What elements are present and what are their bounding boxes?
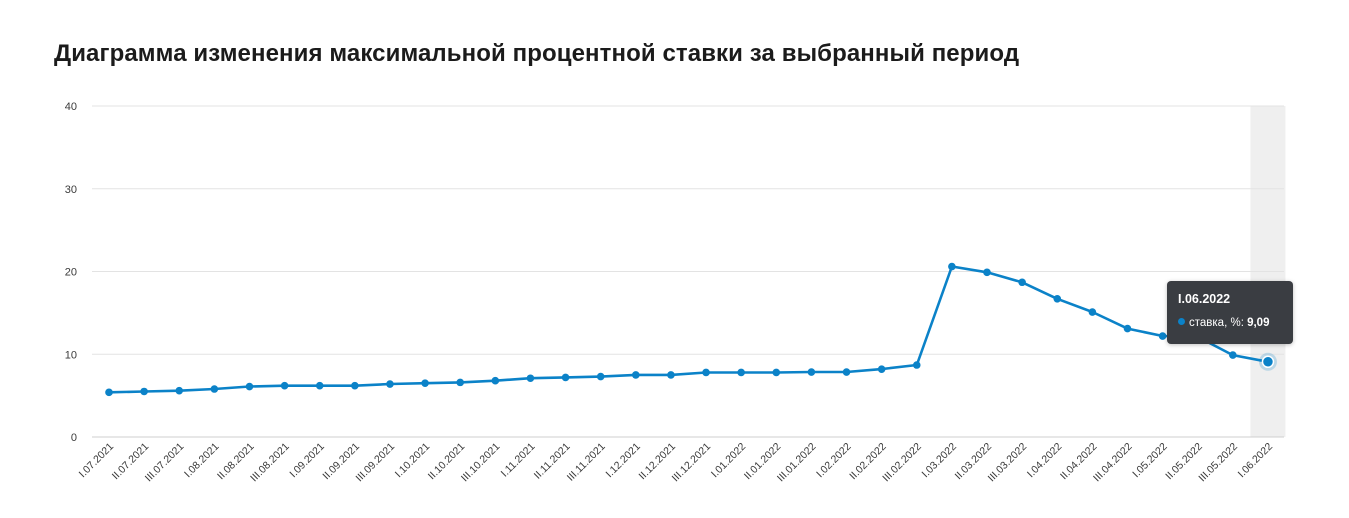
x-tick-label: III.02.2022 <box>880 441 924 485</box>
data-point[interactable] <box>1158 332 1167 340</box>
data-point[interactable] <box>772 368 781 377</box>
data-point[interactable] <box>1123 324 1132 333</box>
tooltip-title: I.06.2022 <box>1178 292 1231 306</box>
tooltip-row: ставка, %: 9,09 <box>1178 317 1269 329</box>
data-point[interactable] <box>1053 295 1062 303</box>
series-color-dot <box>1178 318 1185 325</box>
data-point[interactable] <box>491 376 500 385</box>
data-point[interactable] <box>210 385 219 393</box>
x-tick-label: III.07.2021 <box>143 441 187 485</box>
chart-title: Диаграмма изменения максимальной процент… <box>54 40 1020 67</box>
x-tick-label: III.03.2022 <box>986 441 1030 485</box>
data-point[interactable] <box>1229 351 1237 359</box>
x-tick-label: I.06.2022 <box>1236 441 1276 481</box>
data-point[interactable] <box>912 361 921 369</box>
data-point[interactable] <box>456 378 465 387</box>
y-tick-label: 10 <box>65 349 77 361</box>
data-point[interactable] <box>807 368 816 376</box>
series-line <box>107 265 1270 394</box>
data-point[interactable] <box>351 381 359 390</box>
data-point[interactable] <box>667 371 675 379</box>
series-line-layer <box>107 265 1270 394</box>
x-tick-label: III.10.2021 <box>459 441 503 485</box>
y-axis-ticks: 0 10 20 30 40 <box>65 101 77 444</box>
data-point[interactable] <box>315 381 324 390</box>
x-tick-label: III.11.2021 <box>565 441 608 484</box>
y-tick-label: 40 <box>65 101 77 113</box>
tooltip-series-label: ставка, %: <box>1189 317 1244 329</box>
data-point-active[interactable] <box>1261 355 1275 369</box>
data-point[interactable] <box>175 386 184 395</box>
data-point[interactable] <box>596 372 605 381</box>
x-axis-ticks: I.07.2021II.07.2021III.07.2021I.08.2021I… <box>77 441 1276 485</box>
y-tick-label: 20 <box>65 267 77 279</box>
data-point[interactable] <box>948 262 956 271</box>
data-point[interactable] <box>632 371 640 379</box>
data-point[interactable] <box>983 268 991 277</box>
x-tick-label: III.12.2021 <box>670 441 714 485</box>
data-point[interactable] <box>245 382 254 391</box>
tooltip-value: 9,09 <box>1247 317 1270 329</box>
tooltip: I.06.2022 ставка, %: 9,09 <box>1167 281 1293 344</box>
data-point[interactable] <box>702 368 710 377</box>
y-tick-label: 30 <box>65 184 77 196</box>
data-point[interactable] <box>421 379 429 388</box>
data-point[interactable] <box>1018 278 1026 287</box>
grid-layer <box>92 105 1284 438</box>
data-point-layer <box>105 262 1277 397</box>
x-tick-label: III.08.2021 <box>248 441 292 485</box>
data-point[interactable] <box>561 373 570 382</box>
data-point[interactable] <box>737 368 745 377</box>
y-tick-label: 0 <box>71 432 77 444</box>
x-tick-label: III.09.2021 <box>354 441 398 485</box>
x-tick-label: III.05.2022 <box>1196 441 1240 485</box>
data-point[interactable] <box>140 387 148 396</box>
x-tick-label: III.04.2022 <box>1091 441 1135 485</box>
data-point[interactable] <box>877 365 886 373</box>
data-point[interactable] <box>1088 308 1097 316</box>
data-point[interactable] <box>526 374 535 383</box>
data-point[interactable] <box>842 368 851 376</box>
data-point[interactable] <box>386 380 394 388</box>
data-point[interactable] <box>105 388 113 397</box>
data-point[interactable] <box>280 381 289 390</box>
x-tick-label: III.01.2022 <box>775 441 819 485</box>
